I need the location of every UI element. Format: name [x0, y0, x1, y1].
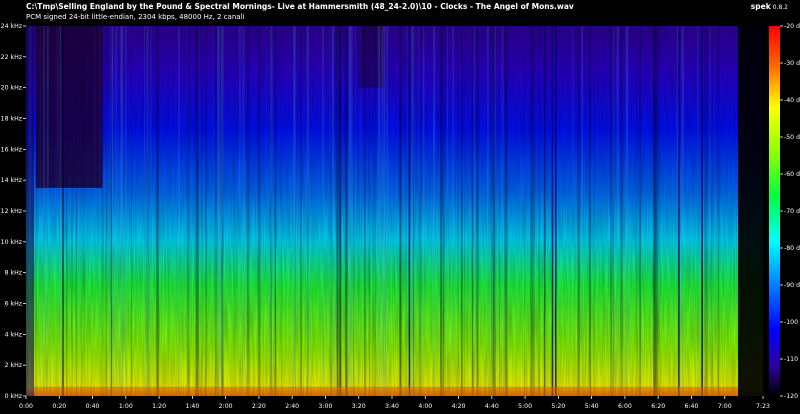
time-tick-label: 1:00 [119, 403, 133, 410]
level-tick-label: -90 dB [784, 282, 800, 289]
freq-tick-label: 2 kHz [5, 362, 22, 369]
time-tick-label: 7:23 [756, 403, 770, 410]
time-tick-label: 3:40 [385, 403, 399, 410]
time-tick-label: 5:40 [585, 403, 599, 410]
time-tick-label: 1:20 [152, 403, 166, 410]
level-tick-label: -110 dB [784, 356, 800, 363]
file-path-title: C:\Tmp\Selling England by the Pound & Sp… [26, 2, 574, 11]
spectrogram-texture [26, 26, 763, 396]
time-tick-label: 4:20 [452, 403, 466, 410]
freq-tick-label: 20 kHz [1, 85, 22, 92]
freq-tick-label: 22 kHz [1, 54, 22, 61]
stream-info: PCM signed 24-bit little-endian, 2304 kb… [26, 13, 245, 21]
time-tick-label: 5:00 [518, 403, 532, 410]
level-tick-label: -70 dB [784, 208, 800, 215]
freq-tick-label: 24 kHz [1, 23, 22, 30]
freq-tick-label: 16 kHz [1, 146, 22, 153]
freq-tick-label: 18 kHz [1, 116, 22, 123]
time-axis: 0:00 0:20 0:40 1:00 1:20 1:40 2:00 2:20 2:40 3:00… [19, 396, 770, 410]
freq-tick-label: 4 kHz [5, 331, 22, 338]
time-tick-label: 0:00 [19, 403, 33, 410]
time-tick-label: 6:00 [618, 403, 632, 410]
freq-tick-label: 14 kHz [1, 177, 22, 184]
app-brand: spek 0.8.2 [751, 2, 788, 11]
time-tick-label: 6:40 [685, 403, 699, 410]
time-tick-label: 0:20 [52, 403, 66, 410]
level-tick-label: -20 dB [784, 23, 800, 30]
time-tick-label: 4:40 [485, 403, 499, 410]
time-tick-label: 2:20 [252, 403, 266, 410]
time-tick-label: 5:20 [551, 403, 565, 410]
freq-tick-label: 6 kHz [5, 301, 22, 308]
time-tick-label: 1:40 [185, 403, 199, 410]
time-tick-label: 4:00 [418, 403, 432, 410]
time-tick-label: 2:00 [219, 403, 233, 410]
level-tick-label: -50 dB [784, 134, 800, 141]
app-name: spek [750, 2, 771, 11]
level-tick-label: -80 dB [784, 245, 800, 252]
freq-tick-label: 10 kHz [1, 239, 22, 246]
time-tick-label: 3:00 [319, 403, 333, 410]
level-color-bar [769, 26, 780, 396]
spectrogram-plot [26, 26, 763, 396]
level-tick-label: -30 dB [784, 60, 800, 67]
freq-tick-label: 8 kHz [5, 270, 22, 277]
time-tick-label: 3:20 [352, 403, 366, 410]
level-tick-label: -100 dB [784, 319, 800, 326]
app-version: 0.8.2 [772, 4, 788, 11]
level-tick-label: -40 dB [784, 97, 800, 104]
time-tick-label: 0:40 [86, 403, 100, 410]
time-tick-label: 6:20 [651, 403, 665, 410]
frequency-axis: 0 kHz 2 kHz 4 kHz 6 kHz 8 kHz 10 kHz 12 kHz 14 … [1, 23, 26, 400]
level-axis: -20 dB -30 dB -40 dB -50 dB -60 dB -70 dB -80 … [780, 23, 800, 400]
freq-tick-label: 12 kHz [1, 208, 22, 215]
level-tick-label: -60 dB [784, 171, 800, 178]
time-tick-label: 2:40 [285, 403, 299, 410]
freq-tick-label: 0 kHz [5, 393, 22, 400]
time-tick-label: 7:00 [718, 403, 732, 410]
level-tick-label: -120 dB [784, 393, 800, 400]
